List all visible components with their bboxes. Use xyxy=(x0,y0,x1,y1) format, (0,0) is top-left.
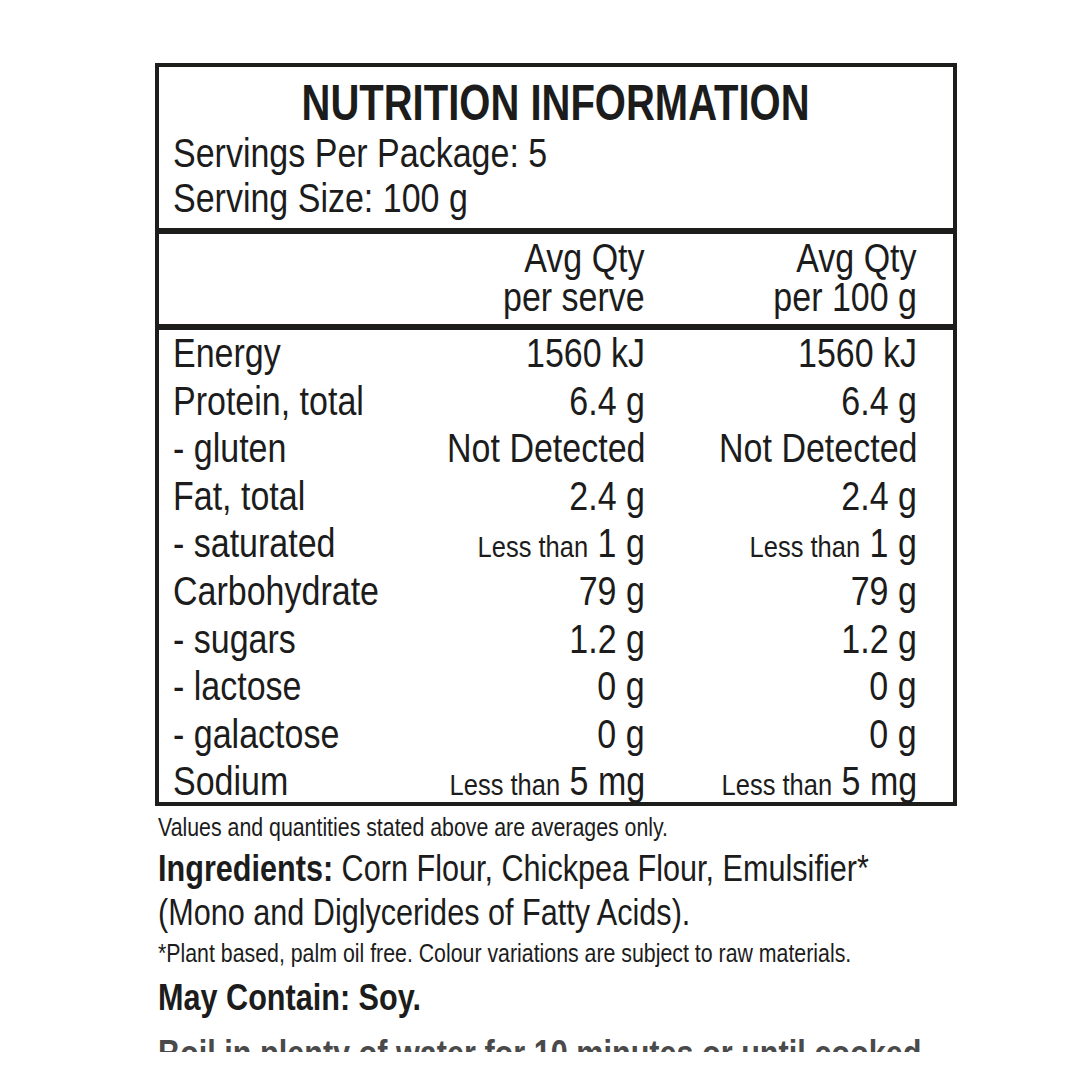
averages-note: Values and quantities stated above are a… xyxy=(158,812,780,843)
value-per-serve: 1.2 g xyxy=(409,616,645,667)
panel-title-text: NUTRITION INFORMATION xyxy=(302,75,810,131)
table-row-sodium: Sodium Less than 5 mg Less than 5 mg xyxy=(159,758,953,806)
nutrient-name: Sodium xyxy=(173,758,409,809)
value-per-100g: 79 g xyxy=(645,568,917,619)
nutrient-name: Energy xyxy=(173,330,409,381)
value-per-serve: 6.4 g xyxy=(409,378,645,429)
table-row-gluten: - gluten Not Detected Not Detected xyxy=(159,425,953,473)
table-row-fat: Fat, total 2.4 g 2.4 g xyxy=(159,473,953,521)
table-row-sugars: - sugars 1.2 g 1.2 g xyxy=(159,616,953,664)
nutrient-name: - lactose xyxy=(173,663,409,714)
value-per-serve: Not Detected xyxy=(409,425,645,476)
value-per-serve: Less than 5 mg xyxy=(409,758,645,809)
nutrient-name: - sugars xyxy=(173,616,409,667)
column-header-spacer xyxy=(173,239,409,317)
value-per-100g: 1560 kJ xyxy=(645,330,917,381)
value-per-100g: Not Detected xyxy=(645,425,917,476)
table-row-galactose: - galactose 0 g 0 g xyxy=(159,711,953,759)
column-header-per-100g: Avg Qty per 100 g xyxy=(645,239,917,317)
value-per-100g: 2.4 g xyxy=(645,473,917,524)
value-per-100g: 0 g xyxy=(645,711,917,762)
table-row-protein: Protein, total 6.4 g 6.4 g xyxy=(159,378,953,426)
ingredients-line-2: (Mono and Diglycerides of Fatty Acids). xyxy=(158,891,994,935)
nutrient-name: - galactose xyxy=(173,711,409,762)
serving-size: Serving Size: 100 g xyxy=(173,176,939,221)
column-header-per-serve: Avg Qty per serve xyxy=(409,239,645,317)
nutrient-name: Protein, total xyxy=(173,378,409,429)
table-row-saturated: - saturated Less than 1 g Less than 1 g xyxy=(159,520,953,568)
value-per-serve: Less than 1 g xyxy=(409,520,645,571)
value-per-100g: 6.4 g xyxy=(645,378,917,429)
table-row-carbohydrate: Carbohydrate 79 g 79 g xyxy=(159,568,953,616)
value-per-serve: 0 g xyxy=(409,711,645,762)
value-per-serve: 1560 kJ xyxy=(409,330,645,381)
emulsifier-footnote: *Plant based, palm oil free. Colour vari… xyxy=(158,938,1003,969)
nutrient-name: - saturated xyxy=(173,520,409,571)
column-header-row: Avg Qty per serve Avg Qty per 100 g xyxy=(159,234,953,324)
value-per-serve: 79 g xyxy=(409,568,645,619)
value-per-100g: Less than 5 mg xyxy=(645,758,917,809)
panel-header: NUTRITION INFORMATION Servings Per Packa… xyxy=(159,67,953,228)
nutrition-panel: NUTRITION INFORMATION Servings Per Packa… xyxy=(155,63,957,806)
may-contain-statement: May Contain: Soy. xyxy=(158,977,467,1019)
table-row-lactose: - lactose 0 g 0 g xyxy=(159,663,953,711)
nutrient-name: - gluten xyxy=(173,425,409,476)
ingredients-label: Ingredients: xyxy=(158,848,333,889)
value-per-100g: 0 g xyxy=(645,663,917,714)
ingredients-statement: Ingredients: Corn Flour, Chickpea Flour,… xyxy=(158,847,994,935)
nutrient-table: Energy 1560 kJ 1560 kJ Protein, total 6.… xyxy=(159,330,953,806)
ingredients-line-1: Ingredients: Corn Flour, Chickpea Flour,… xyxy=(158,847,994,891)
nutrient-name: Fat, total xyxy=(173,473,409,524)
value-per-serve: 0 g xyxy=(409,663,645,714)
table-row-energy: Energy 1560 kJ 1560 kJ xyxy=(159,330,953,378)
cutoff-directions-line: Boil in plenty of water for 10 minutes o… xyxy=(158,1036,1066,1052)
value-per-100g: 1.2 g xyxy=(645,616,917,667)
nutrition-label-page: NUTRITION INFORMATION Servings Per Packa… xyxy=(0,0,1080,1080)
servings-per-package: Servings Per Package: 5 xyxy=(173,131,939,176)
value-per-100g: Less than 1 g xyxy=(645,520,917,571)
panel-title: NUTRITION INFORMATION xyxy=(173,75,939,131)
value-per-serve: 2.4 g xyxy=(409,473,645,524)
nutrient-name: Carbohydrate xyxy=(173,568,409,619)
